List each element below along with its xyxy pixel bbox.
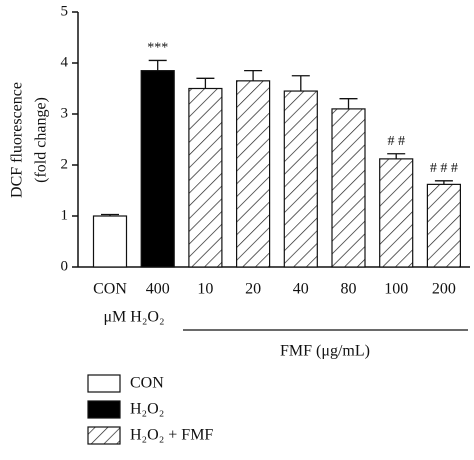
y-axis-label: (fold change)	[33, 97, 50, 183]
y-tick-label: 0	[61, 258, 69, 274]
significance-label: # #	[387, 134, 405, 149]
x-tick-label: 40	[293, 281, 309, 298]
legend-label: CON	[130, 375, 164, 392]
x-tick-label: 80	[341, 281, 357, 298]
bar	[426, 183, 461, 268]
bar	[188, 87, 223, 268]
significance-label: ***	[147, 41, 168, 56]
x-tick-label: 10	[197, 281, 213, 298]
y-tick-label: 4	[61, 54, 69, 70]
legend-swatch	[87, 374, 121, 393]
y-tick-label: 5	[61, 3, 69, 19]
x-tick-label: 100	[384, 281, 408, 298]
bar	[331, 108, 366, 268]
y-tick-label: 3	[61, 105, 69, 121]
legend-swatch	[87, 400, 121, 419]
bar	[92, 215, 128, 268]
y-tick-label: 2	[61, 156, 69, 172]
group-label: μM H₂O₂	[103, 309, 164, 326]
x-tick-label: CON	[93, 281, 127, 298]
y-tick-label: 1	[61, 207, 69, 223]
legend-swatch	[87, 426, 121, 445]
group-label: FMF (μg/mL)	[280, 343, 370, 360]
legend-label: H₂O₂ + FMF	[130, 427, 213, 444]
bar	[140, 70, 175, 268]
x-tick-label: 20	[245, 281, 261, 298]
legend-label: H₂O₂	[130, 401, 164, 418]
bar	[379, 158, 414, 268]
bar	[236, 80, 271, 268]
bar	[283, 90, 318, 268]
x-tick-label: 200	[432, 281, 456, 298]
y-axis-label: DCF fluorescence	[9, 82, 26, 198]
x-tick-label: 400	[146, 281, 170, 298]
significance-label: # # #	[430, 161, 458, 176]
